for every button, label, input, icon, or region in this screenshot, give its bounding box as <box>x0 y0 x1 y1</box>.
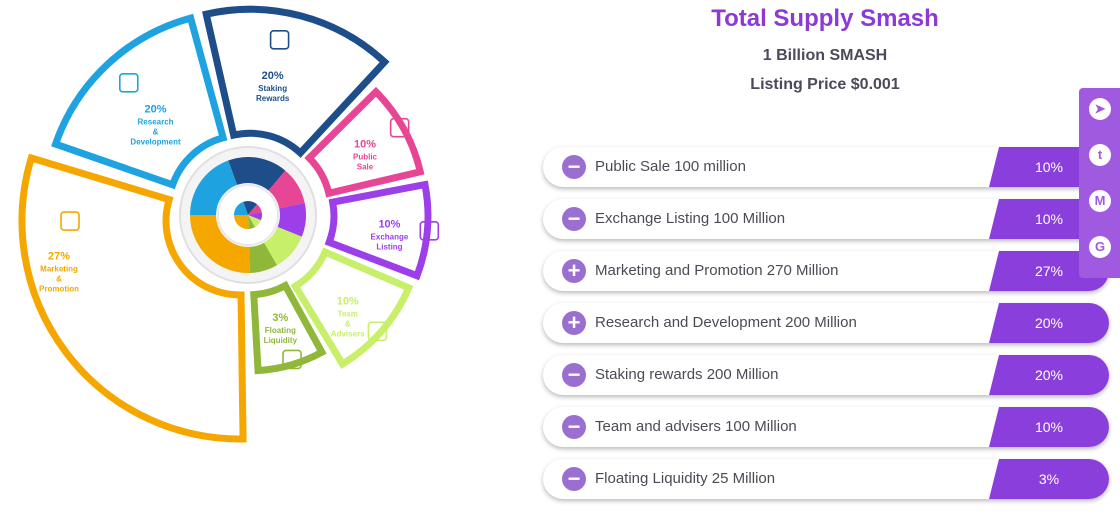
document-search-icon <box>118 73 139 93</box>
segment-label: Team <box>338 310 358 319</box>
hub-mini-pie-slice <box>243 201 257 215</box>
segment-slice <box>304 86 425 198</box>
allocation-label: Research and Development 200 Million <box>595 314 857 331</box>
segment-percent: 27% <box>48 250 70 262</box>
allocation-row-team[interactable]: − Team and advisers 100 Million 10% <box>543 407 1109 447</box>
hub-ring-slice <box>249 242 277 273</box>
hub-ring-slice <box>190 215 251 273</box>
allocation-label: Team and advisers 100 Million <box>595 418 797 435</box>
allocation-row-public-sale[interactable]: − Public Sale 100 million 10% <box>543 147 1109 187</box>
allocation-label: Marketing and Promotion 270 Million <box>595 262 839 279</box>
hands-coin-icon <box>269 30 290 50</box>
medium-icon[interactable]: M <box>1089 190 1111 212</box>
hub-ring-slice <box>228 157 286 191</box>
allocation-percent: 10% <box>989 407 1109 447</box>
allocation-label: Public Sale 100 million <box>595 158 746 175</box>
allocation-percent: 20% <box>989 355 1109 395</box>
hub-mini-pie-slice <box>248 212 262 221</box>
center-hub <box>179 146 317 284</box>
presentation-icon <box>60 211 80 231</box>
segment-percent: 10% <box>378 218 400 230</box>
segment-label: Listing <box>376 242 402 251</box>
listing-price-text: Listing Price $0.001 <box>750 76 900 93</box>
hub-ring-slice <box>277 202 307 237</box>
tokenomics-infographic: 20% Staking Rewards 10% Public Sale 10% Exchang… <box>0 0 540 520</box>
segment-label: Promotion <box>39 284 79 293</box>
segment-group: 27% Marketing&Promotion <box>18 153 247 443</box>
minus-icon[interactable]: − <box>562 467 586 491</box>
chart-board-icon <box>419 221 440 241</box>
segment-slice <box>250 280 327 375</box>
segment-label: Development <box>130 138 181 147</box>
hub-ring-slice <box>190 160 238 215</box>
segment-label: Research <box>138 118 174 127</box>
allocation-label: Floating Liquidity 25 Million <box>595 470 776 487</box>
allocation-row-staking[interactable]: − Staking rewards 200 Million 20% <box>543 355 1109 395</box>
segment-percent: 20% <box>145 104 167 116</box>
plus-icon[interactable]: + <box>562 259 586 283</box>
page-title: Total Supply Smash <box>711 5 939 32</box>
segment-group: 10% Team&Advisers <box>290 247 414 369</box>
segment-percent: 10% <box>337 296 359 308</box>
hand-dollar-icon <box>282 349 302 370</box>
allocation-row-floating-liquidity[interactable]: − Floating Liquidity 25 Million 3% <box>543 459 1109 499</box>
segment-percent: 10% <box>354 139 376 151</box>
minus-icon[interactable]: − <box>562 207 586 231</box>
segment-label: & <box>56 274 62 283</box>
twitter-icon[interactable]: t <box>1089 144 1111 166</box>
team-icon <box>367 321 388 342</box>
hub-ring-slice <box>264 226 302 266</box>
github-icon[interactable]: G <box>1089 236 1111 258</box>
allocation-list: − Public Sale 100 million 10% − Exchange… <box>543 147 1113 511</box>
segment-label: Staking <box>258 84 287 93</box>
allocation-percent: 20% <box>989 303 1109 343</box>
segment-label: Marketing <box>40 264 78 273</box>
hub-mini-pie-slice <box>234 215 249 229</box>
segment-label: Exchange <box>371 232 409 241</box>
allocation-label: Staking rewards 200 Million <box>595 366 779 383</box>
hub-ring-slice <box>268 170 305 209</box>
segment-percent: 20% <box>262 70 284 82</box>
allocation-label: Exchange Listing 100 Million <box>595 210 786 227</box>
allocation-row-marketing[interactable]: + Marketing and Promotion 270 Million 27… <box>543 251 1109 291</box>
people-group-icon <box>389 117 410 138</box>
minus-icon[interactable]: − <box>562 415 586 439</box>
segment-label: & <box>153 128 159 137</box>
segment-label: Advisers <box>331 330 365 339</box>
allocation-percent: 3% <box>989 459 1109 499</box>
segment-percent: 3% <box>272 312 288 324</box>
segment-slice <box>202 5 390 158</box>
allocation-row-research[interactable]: + Research and Development 200 Million 2… <box>543 303 1109 343</box>
total-supply-text: 1 Billion SMASH <box>762 47 888 64</box>
allocation-row-exchange-listing[interactable]: − Exchange Listing 100 Million 10% <box>543 199 1109 239</box>
segment-label: & <box>345 320 351 329</box>
hub-mini-pie-slice <box>248 204 262 215</box>
telegram-icon[interactable]: ➤ <box>1089 98 1111 120</box>
segment-group: 20% Research&Development <box>51 13 228 190</box>
segment-slice <box>51 13 228 190</box>
segment-label: Liquidity <box>264 336 298 345</box>
hub-mini-pie-slice <box>248 215 255 229</box>
segment-slice <box>290 247 414 369</box>
hub-mini-pie-slice <box>248 215 261 228</box>
segment-slice <box>18 153 247 443</box>
segment-slice <box>324 180 432 281</box>
plus-icon[interactable]: + <box>562 311 586 335</box>
social-sidebar: ➤ t M G <box>1079 88 1120 278</box>
segment-label: Sale <box>357 163 374 172</box>
minus-icon[interactable]: − <box>562 155 586 179</box>
segment-label: Floating <box>265 326 296 335</box>
segment-label: Public <box>353 153 378 162</box>
hub-mini-pie-slice <box>234 201 248 215</box>
segment-label: Rewards <box>256 94 290 103</box>
minus-icon[interactable]: − <box>562 363 586 387</box>
